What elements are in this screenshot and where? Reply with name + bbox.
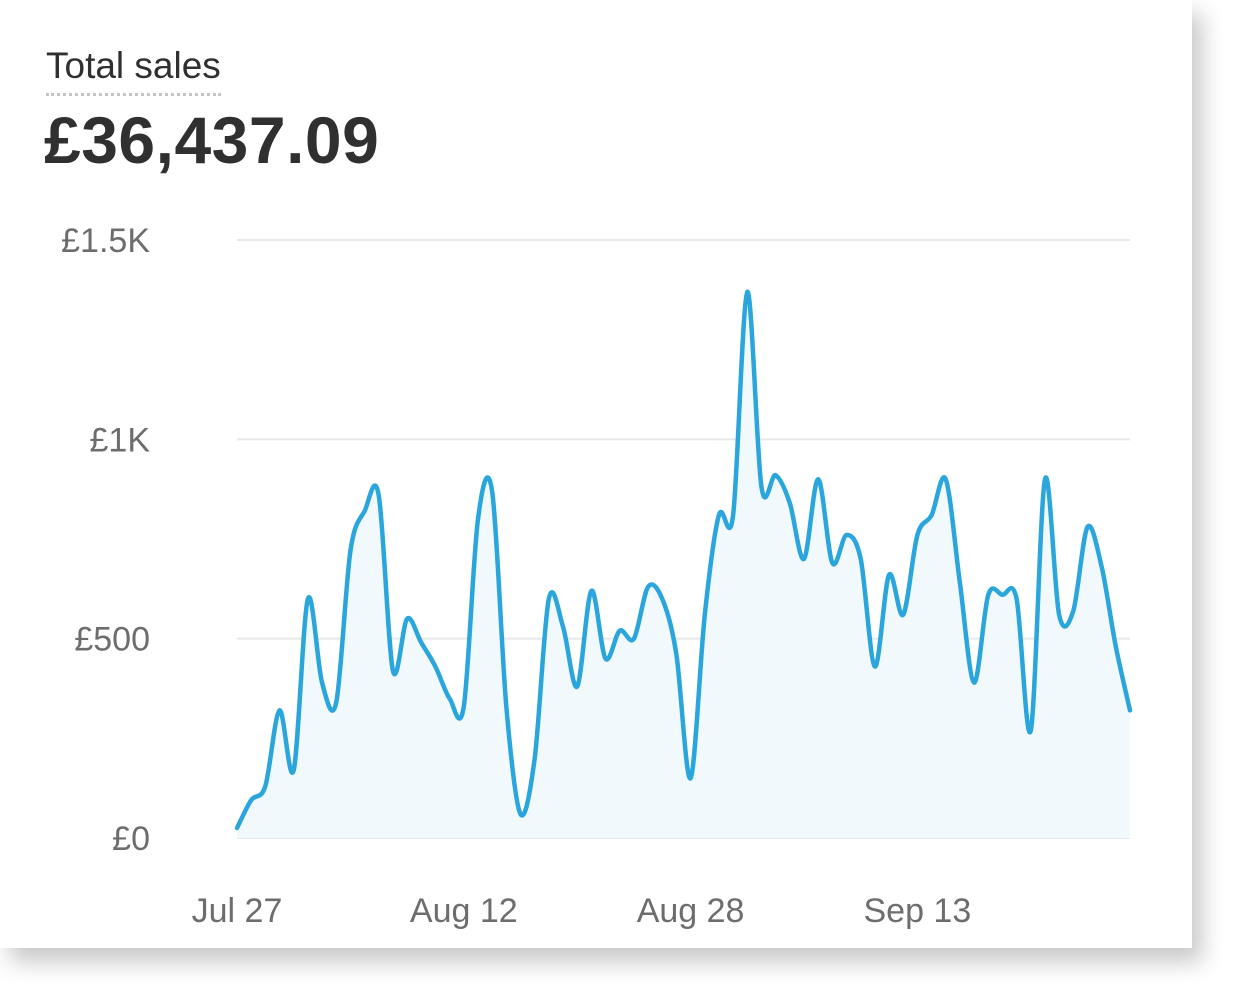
data-point xyxy=(900,612,906,618)
data-point xyxy=(1099,564,1105,570)
data-point xyxy=(447,696,453,702)
data-point xyxy=(362,508,368,514)
data-point xyxy=(588,588,594,594)
data-point xyxy=(673,652,679,658)
metric-value: £36,437.09 xyxy=(44,103,380,177)
data-point xyxy=(277,707,283,713)
data-point xyxy=(1014,596,1020,602)
data-point xyxy=(971,680,977,686)
data-point xyxy=(744,289,750,295)
data-point xyxy=(659,596,665,602)
data-point xyxy=(801,556,807,562)
metric-title[interactable]: Total sales xyxy=(46,45,221,96)
x-tick-label: Aug 28 xyxy=(637,892,745,930)
data-point xyxy=(574,684,580,690)
data-point xyxy=(248,797,254,803)
data-point xyxy=(929,512,935,518)
x-tick-label: Sep 13 xyxy=(863,892,971,930)
data-point xyxy=(858,556,864,562)
data-point xyxy=(1042,476,1048,482)
data-point xyxy=(815,476,821,482)
y-tick-label: £0 xyxy=(112,820,150,858)
data-point xyxy=(404,616,410,622)
data-point xyxy=(432,664,438,670)
data-point xyxy=(872,664,878,670)
data-point xyxy=(702,612,708,618)
data-point xyxy=(503,703,509,709)
data-point xyxy=(829,560,835,566)
data-point xyxy=(617,628,623,634)
data-point xyxy=(489,488,495,494)
data-point xyxy=(347,548,353,554)
data-point xyxy=(1127,707,1133,713)
data-point xyxy=(844,532,850,538)
data-point xyxy=(985,592,991,598)
data-point xyxy=(1070,608,1076,614)
data-point xyxy=(475,516,481,522)
x-tick-label: Jul 27 xyxy=(192,892,283,930)
data-point xyxy=(518,811,524,817)
y-tick-label: £500 xyxy=(74,621,150,659)
data-point xyxy=(234,825,240,831)
area-fill xyxy=(237,291,1130,838)
data-point xyxy=(773,472,779,478)
data-point xyxy=(759,484,765,490)
data-point xyxy=(914,532,920,538)
data-point xyxy=(886,572,892,578)
data-point xyxy=(999,592,1005,598)
data-point xyxy=(532,755,538,761)
data-point xyxy=(376,492,382,498)
data-point xyxy=(560,624,566,630)
data-point xyxy=(1056,612,1062,618)
y-tick-label: £1.5K xyxy=(61,222,150,260)
data-point xyxy=(1085,524,1091,530)
data-point xyxy=(461,703,467,709)
data-point xyxy=(291,767,297,773)
data-point xyxy=(787,500,793,506)
x-tick-label: Aug 12 xyxy=(410,892,518,930)
data-point xyxy=(943,476,949,482)
data-point xyxy=(957,580,963,586)
data-point xyxy=(319,680,325,686)
y-tick-label: £1K xyxy=(90,421,151,459)
y-axis-ticks: £0 £500 £1K £1.5K xyxy=(61,222,150,858)
data-point xyxy=(716,512,722,518)
data-point xyxy=(631,636,637,642)
data-point xyxy=(390,668,396,674)
data-point xyxy=(305,596,311,602)
data-point xyxy=(333,700,339,706)
data-point xyxy=(418,640,424,646)
data-point xyxy=(645,584,651,590)
data-point xyxy=(730,512,736,518)
series-line xyxy=(234,289,1133,831)
data-point xyxy=(262,783,268,789)
data-point xyxy=(1028,727,1034,733)
data-point xyxy=(688,775,694,781)
data-point xyxy=(546,596,552,602)
sales-card: Total sales £36,437.09 £0 £500 £1K £1.5K Ju… xyxy=(44,45,1133,930)
sales-line-chart: £0 £500 £1K £1.5K Jul 27 Aug 12 Aug 28 Sep 13 xyxy=(61,222,1133,930)
x-axis-ticks: Jul 27 Aug 12 Aug 28 Sep 13 xyxy=(192,892,972,930)
data-point xyxy=(603,656,609,662)
data-point xyxy=(1113,644,1119,650)
